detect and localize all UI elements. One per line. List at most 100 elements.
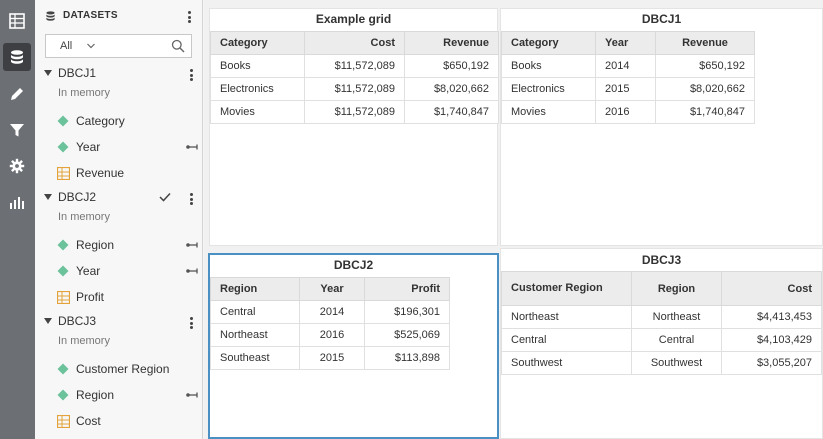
field-label: Customer Region [76, 362, 170, 376]
table-cell: Books [501, 54, 596, 78]
dataset-item-dbcj1[interactable]: DBCJ1 [35, 62, 203, 86]
table-cell: $113,898 [364, 346, 450, 370]
link-icon [186, 144, 198, 150]
dataset-item-dbcj2[interactable]: DBCJ2 [35, 186, 203, 210]
dbcj3-grid-table: Customer Region Region Cost Northeast No… [501, 271, 822, 375]
table-cell: Books [210, 54, 305, 78]
caret-down-icon[interactable] [44, 70, 52, 76]
field-label: Region [76, 388, 115, 402]
field-item-year[interactable]: Year [35, 260, 203, 282]
viz-dbcj1[interactable]: DBCJ1 Category Year Revenue Books 2014 $… [500, 8, 823, 246]
column-header[interactable]: Profit [364, 277, 450, 301]
table-row: Southwest Southwest $3,055,207 [501, 351, 822, 375]
table-row: Movies $11,572,089 $1,740,847 [210, 100, 499, 124]
link-icon [186, 392, 198, 398]
column-header[interactable]: Revenue [655, 31, 755, 55]
column-header[interactable]: Revenue [404, 31, 499, 55]
table-cell: $1,740,847 [404, 100, 499, 124]
viz-dbcj3[interactable]: DBCJ3 Customer Region Region Cost Northe… [500, 248, 823, 439]
rail-grid-button[interactable] [3, 7, 31, 35]
field-item-category[interactable]: Category [35, 110, 203, 132]
table-cell: 2015 [595, 77, 656, 101]
column-header[interactable]: Region [631, 271, 722, 306]
field-label: Region [76, 238, 115, 252]
datasets-panel: DATASETS All DBCJ1 In memory Category Ye… [35, 0, 203, 439]
table-cell: Central [210, 300, 300, 324]
dataset-name: DBCJ3 [58, 314, 97, 328]
table-cell: Electronics [501, 77, 596, 101]
table-cell: $4,413,453 [721, 305, 822, 329]
viz-example-grid[interactable]: Example grid Category Cost Revenue Books… [209, 8, 499, 246]
field-item-year[interactable]: Year [35, 136, 203, 158]
dataset-menu-icon[interactable] [185, 316, 197, 330]
viz-dbcj2[interactable]: DBCJ2 Region Year Profit Central 2014 $1… [208, 253, 499, 439]
table-header-row: Customer Region Region Cost [501, 271, 822, 306]
dataset-subtitle: In memory [58, 87, 110, 99]
dataset-menu-icon[interactable] [185, 68, 197, 82]
table-row: Electronics 2015 $8,020,662 [501, 77, 755, 101]
table-cell: Northeast [631, 305, 722, 329]
table-header-row: Category Cost Revenue [210, 31, 499, 55]
panel-title: DATASETS [63, 10, 118, 21]
table-cell: $11,572,089 [304, 77, 405, 101]
dataset-subtitle: In memory [58, 211, 110, 223]
column-header[interactable]: Category [501, 31, 596, 55]
search-icon[interactable] [171, 39, 185, 53]
table-cell: Southwest [631, 351, 722, 375]
rail-datasets-button[interactable] [3, 43, 31, 71]
panel-menu-icon[interactable] [183, 10, 195, 24]
column-header[interactable]: Year [299, 277, 365, 301]
field-label: Profit [76, 290, 105, 304]
rail-filter-button[interactable] [3, 116, 31, 144]
table-header-row: Category Year Revenue [501, 31, 755, 55]
field-item-region[interactable]: Region [35, 384, 203, 406]
attribute-icon [57, 141, 69, 153]
caret-down-icon[interactable] [44, 318, 52, 324]
table-row: Central 2014 $196,301 [210, 300, 450, 324]
dashboard-canvas: Example grid Category Cost Revenue Books… [204, 0, 823, 439]
column-header[interactable]: Region [210, 277, 300, 301]
field-label: Year [76, 140, 101, 154]
dataset-subtitle: In memory [58, 335, 110, 347]
attribute-icon [57, 239, 69, 251]
viz-title: DBCJ1 [641, 12, 682, 26]
dataset-name: DBCJ1 [58, 66, 97, 80]
field-label: Cost [76, 414, 101, 428]
dataset-menu-icon[interactable] [185, 192, 197, 206]
table-cell: $3,055,207 [721, 351, 822, 375]
example-grid-table: Category Cost Revenue Books $11,572,089 … [210, 31, 499, 124]
rail-analytics-button[interactable] [3, 188, 31, 216]
table-cell: $11,572,089 [304, 100, 405, 124]
column-header[interactable]: Customer Region [501, 271, 632, 306]
rail-settings-button[interactable] [3, 152, 31, 180]
chevron-down-icon[interactable] [86, 39, 96, 53]
search-filter-value[interactable]: All [60, 40, 73, 52]
metric-icon [57, 167, 70, 180]
field-label: Revenue [76, 166, 125, 180]
column-header[interactable]: Category [210, 31, 305, 55]
viz-title: DBCJ3 [641, 253, 682, 267]
dataset-search[interactable]: All [45, 34, 192, 58]
dataset-name: DBCJ2 [58, 190, 97, 204]
table-cell: $1,740,847 [655, 100, 755, 124]
column-header[interactable]: Year [595, 31, 656, 55]
dataset-item-dbcj3[interactable]: DBCJ3 [35, 310, 203, 334]
field-item-customer-region[interactable]: Customer Region [35, 358, 203, 380]
table-cell: $196,301 [364, 300, 450, 324]
field-item-region[interactable]: Region [35, 234, 203, 256]
table-cell: Central [631, 328, 722, 352]
table-row: Northeast 2016 $525,069 [210, 323, 450, 347]
link-icon [186, 242, 198, 248]
column-header[interactable]: Cost [304, 31, 405, 55]
rail-format-button[interactable] [3, 80, 31, 108]
attribute-icon [57, 265, 69, 277]
caret-down-icon[interactable] [44, 194, 52, 200]
field-label: Year [76, 264, 101, 278]
table-row: Northeast Northeast $4,413,453 [501, 305, 822, 329]
table-cell: Movies [501, 100, 596, 124]
table-row: Movies 2016 $1,740,847 [501, 100, 755, 124]
field-item-cost[interactable]: Cost [35, 410, 203, 432]
field-item-profit[interactable]: Profit [35, 286, 203, 308]
column-header[interactable]: Cost [721, 271, 822, 306]
field-item-revenue[interactable]: Revenue [35, 162, 203, 184]
